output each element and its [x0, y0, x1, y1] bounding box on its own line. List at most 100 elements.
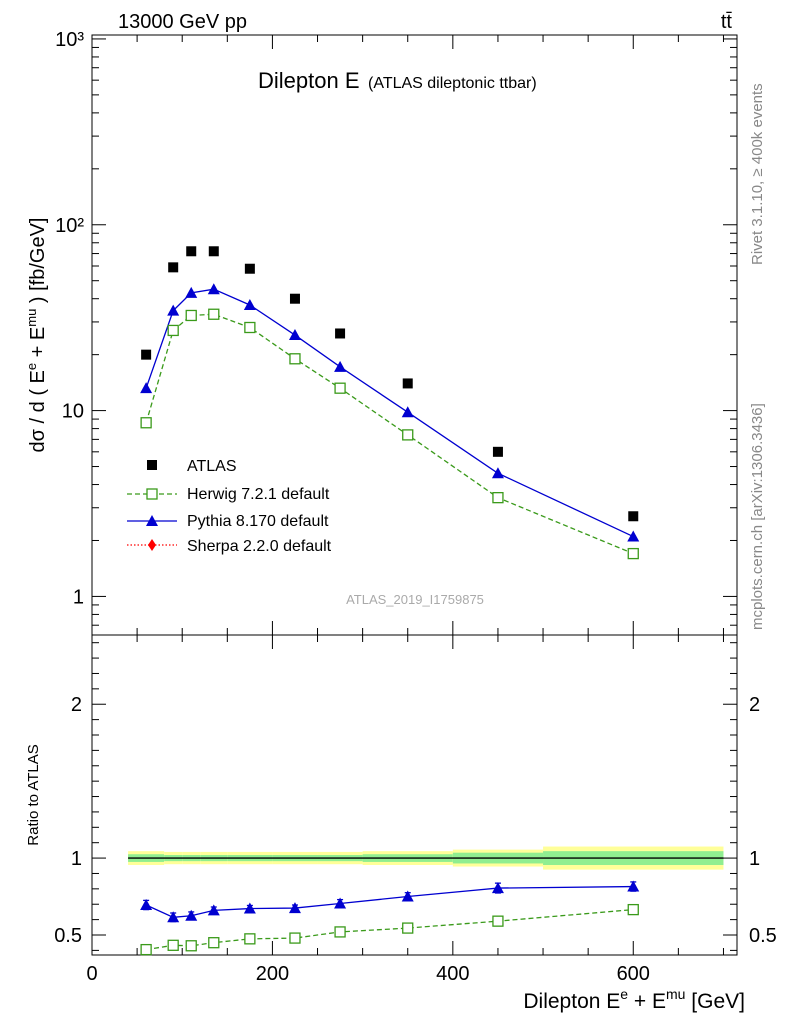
legend-pythia-marker: [146, 515, 158, 526]
main-y-ticks: 1 10 10² 10³: [55, 29, 737, 626]
process-label: tt̄: [721, 11, 733, 33]
legend-pythia-label: Pythia 8.170 default: [187, 513, 329, 530]
atlas-point: [492, 446, 503, 457]
herwig-point: [289, 353, 301, 365]
pythia-point: [288, 329, 301, 341]
ratio-pythia-point: [167, 911, 180, 923]
atlas-point: [141, 349, 152, 360]
ratio-y-tick-label-right: 2: [749, 694, 760, 716]
ratio-pythia-line: [145, 885, 634, 918]
ratio-y-tick-label-right: 1: [749, 848, 760, 870]
mcplots-label: mcplots.cern.ch [arXiv:1306.3436]: [749, 403, 766, 630]
pythia-point: [627, 530, 640, 542]
x-tick-label: 400: [436, 963, 469, 985]
ratio-herwig-point: [167, 939, 179, 951]
herwig-point: [185, 309, 197, 322]
ratio-pythia-point: [288, 902, 301, 914]
ratio-herwig-point: [140, 943, 152, 956]
ratio-herwig-point: [185, 940, 197, 952]
pythia-point: [185, 286, 198, 298]
pythia-point: [401, 406, 414, 418]
legend-sherpa-marker: [148, 539, 156, 551]
legend-atlas-label: ATLAS: [187, 458, 237, 475]
legend: ATLAS Herwig 7.2.1 default Pythia 8.170 …: [127, 458, 332, 555]
ratio-pythia-point: [491, 882, 504, 894]
ratio-y-tick-label: 1: [71, 848, 82, 870]
pythia-point: [491, 467, 504, 479]
pythia-point: [167, 304, 180, 316]
energy-label: 13000 GeV pp: [118, 11, 247, 33]
ratio-pythia-point: [401, 890, 414, 902]
ratio-y-tick-label: 2: [71, 694, 82, 716]
herwig-point: [492, 492, 504, 504]
atlas-point: [335, 328, 346, 339]
main-y-axis-label: dσ / d ( Ee + Emu ) [fb/GeV]: [24, 218, 49, 453]
ratio-x-ticks: 0 200 400 600: [86, 635, 724, 985]
ratio-herwig-point: [627, 903, 639, 916]
herwig-point: [402, 429, 414, 441]
main-title: Dilepton E: [258, 68, 360, 93]
atlas-point: [208, 246, 219, 257]
ratio-herwig-point: [334, 926, 346, 938]
x-axis-label: Dilepton Ee + Emu [GeV]: [523, 986, 745, 1013]
x-tick-label: 0: [86, 963, 97, 985]
ratio-pythia-point: [243, 902, 256, 914]
ratio-herwig-line: [146, 908, 634, 951]
herwig-line: [145, 313, 634, 555]
ratio-herwig-point: [492, 915, 504, 927]
atlas-point: [186, 246, 197, 257]
x-tick-label: 200: [256, 963, 289, 985]
ratio-pythia-point: [185, 909, 198, 921]
herwig-point: [244, 321, 256, 334]
main-x-ticks: [91, 35, 724, 635]
ratio-y-tick-label-right: 0.5: [749, 925, 777, 947]
legend-pythia: Pythia 8.170 default: [127, 513, 329, 530]
legend-sherpa-label: Sherpa 2.2.0 default: [187, 538, 332, 555]
main-y-tick-label: 1: [73, 586, 84, 608]
herwig-point: [208, 308, 220, 320]
x-tick-label: 600: [617, 963, 650, 985]
ratio-pythia-point: [334, 897, 347, 909]
ratio-herwig-point: [289, 932, 301, 944]
ratio-herwig-point: [402, 922, 414, 934]
main-y-tick-label: 10³: [55, 29, 84, 51]
pythia-point: [207, 283, 220, 295]
atlas-point: [628, 511, 639, 522]
pythia-point: [334, 360, 347, 372]
ratio-pythia-point: [207, 904, 220, 916]
atlas-point: [244, 263, 255, 274]
ratio-series-group: [140, 880, 640, 956]
atlas-point: [402, 378, 413, 389]
ratio-panel: 0.5 0.5 1 1 2 2 0 200 400 600 Ratio to ATLAS Dil…: [25, 634, 777, 1013]
herwig-point: [140, 417, 152, 429]
pythia-point: [243, 299, 256, 311]
main-subtitle: (ATLAS dileptonic ttbar): [368, 75, 537, 92]
herwig-point: [167, 324, 179, 337]
legend-herwig-marker: [146, 488, 158, 500]
legend-herwig-label: Herwig 7.2.1 default: [187, 486, 330, 503]
rivet-label: Rivet 3.1.10, ≥ 400k events: [749, 83, 766, 265]
ratio-y-axis-label: Ratio to ATLAS: [25, 744, 42, 845]
atlas-point: [168, 262, 179, 273]
main-series-group: [140, 246, 640, 560]
legend-herwig: Herwig 7.2.1 default: [127, 486, 330, 503]
pythia-line: [145, 288, 634, 538]
ratio-herwig-point: [208, 937, 220, 949]
legend-atlas-marker: [147, 460, 157, 470]
ratio-pythia-point: [140, 899, 153, 910]
herwig-point: [334, 382, 346, 394]
main-y-tick-label: 10²: [55, 215, 84, 237]
main-panel: 1 10 10² 10³ Dilepton E (ATLAS dileptonic t…: [24, 29, 738, 636]
pythia-point: [140, 382, 153, 394]
legend-atlas: ATLAS: [147, 458, 237, 475]
main-y-tick-label: 10: [62, 401, 84, 423]
herwig-point: [627, 547, 639, 560]
ratio-y-ticks: 0.5 0.5 1 1 2 2: [54, 642, 777, 951]
atlas-point: [289, 293, 300, 304]
ratio-y-tick-label: 0.5: [54, 925, 82, 947]
analysis-id: ATLAS_2019_I1759875: [346, 592, 484, 607]
ratio-herwig-point: [244, 933, 256, 945]
ratio-pythia-point: [627, 880, 640, 892]
ratio-panel-frame: [91, 634, 738, 956]
